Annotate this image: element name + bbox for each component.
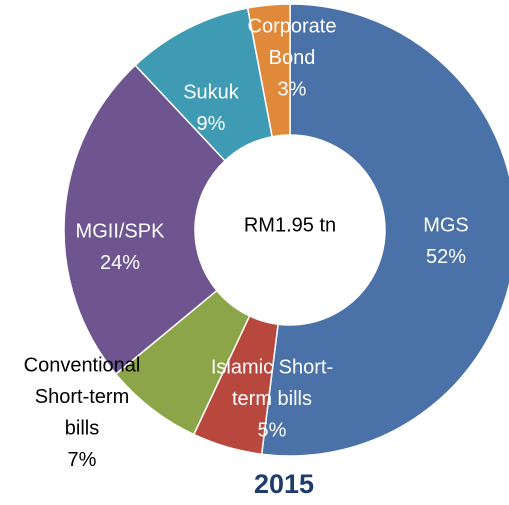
chart-title: 2015: [254, 469, 314, 499]
donut-slice: [63, 64, 227, 376]
slices: [63, 3, 509, 457]
slice-label: Islamic Short-: [211, 356, 333, 378]
labels: MGS 52% Islamic Short-term bills 5% Conventi…: [24, 15, 469, 471]
slice-label: MGII/SPK: [76, 220, 166, 242]
slice-value-label: 7%: [68, 449, 97, 471]
slice-label: Corporate: [248, 15, 337, 37]
slice-label: Short-term: [35, 386, 129, 408]
slice-value-label: 9%: [197, 113, 226, 135]
slice-label: Bond: [269, 47, 316, 69]
slice-value-label: 5%: [258, 419, 287, 441]
slice-value-label: 52%: [426, 246, 466, 268]
slice-label: term bills: [232, 388, 312, 410]
donut-slice: [260, 3, 509, 457]
center-label: RM1.95 tn: [244, 214, 336, 236]
slice-value-label: 3%: [278, 78, 307, 100]
slice-label: bills: [65, 417, 99, 439]
donut-slice: [246, 3, 291, 138]
slice-value-label: 24%: [100, 252, 140, 274]
slice-label: Sukuk: [183, 81, 240, 103]
slice-label: Conventional: [24, 354, 141, 376]
slice-label: MGS: [423, 214, 469, 236]
